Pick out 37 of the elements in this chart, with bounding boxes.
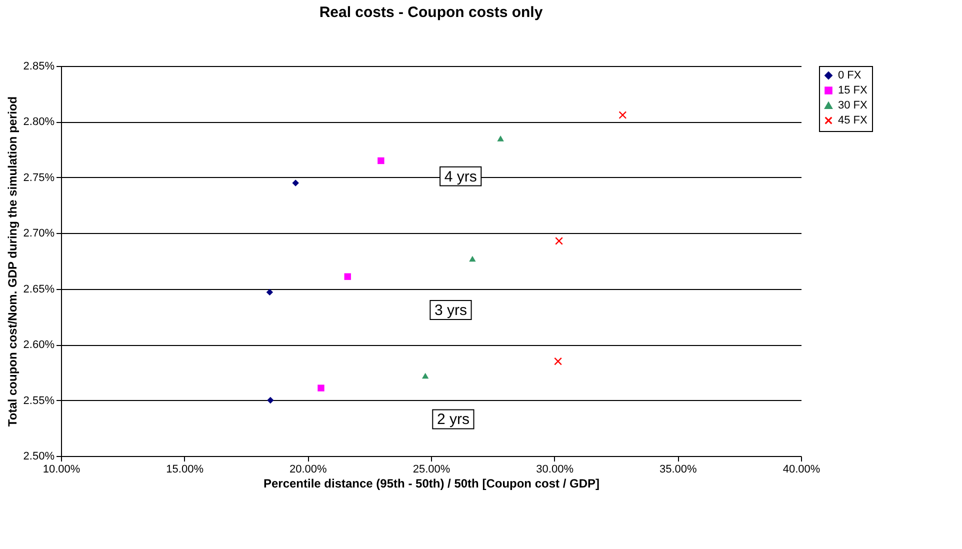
point [292,180,299,186]
point [422,372,429,379]
legend-label: 0 FX [838,70,862,82]
x-tick-label: 20.00% [290,464,328,476]
y-tick-label: 2.75% [23,172,55,184]
x-tick-label: 15.00% [166,464,204,476]
point [469,256,476,262]
point [266,288,274,296]
y-axis-title: Total coupon cost/Nom. GDP during the simulation period [5,96,20,427]
legend-label: 30 FX [838,100,868,112]
annotation: 2 yrs [436,411,470,428]
point [378,157,384,164]
point [618,111,627,119]
annotation: 3 yrs [434,302,467,320]
point [267,396,274,404]
x-tick-label: 35.00% [660,464,698,476]
annotation: 4 yrs [444,168,477,186]
point [554,357,562,366]
x-tick-label: 30.00% [536,464,574,476]
y-tick-label: 2.80% [23,116,55,128]
point [555,236,563,245]
x-axis-title: Percentile distance (95th - 50th) / 50th [Coupon cost / GDP] [263,476,600,490]
chart-title: Real costs - Coupon costs only [319,4,544,21]
y-tick-label: 2.55% [23,394,55,407]
y-tick-label: 2.65% [23,283,55,296]
y-tick-label: 2.85% [23,60,55,72]
x-tick-label: 40.00% [782,464,820,476]
legend-label: 15 FX [838,84,868,96]
x-tick-label: 10.00% [42,464,80,476]
y-tick-label: 2.60% [23,339,55,352]
point [344,273,351,280]
y-tick-label: 2.70% [23,228,55,240]
y-tick-label: 2.50% [23,450,55,462]
x-tick-label: 25.00% [412,464,450,476]
legend-label: 45 FX [838,114,868,126]
point [318,384,324,392]
point [497,136,504,142]
